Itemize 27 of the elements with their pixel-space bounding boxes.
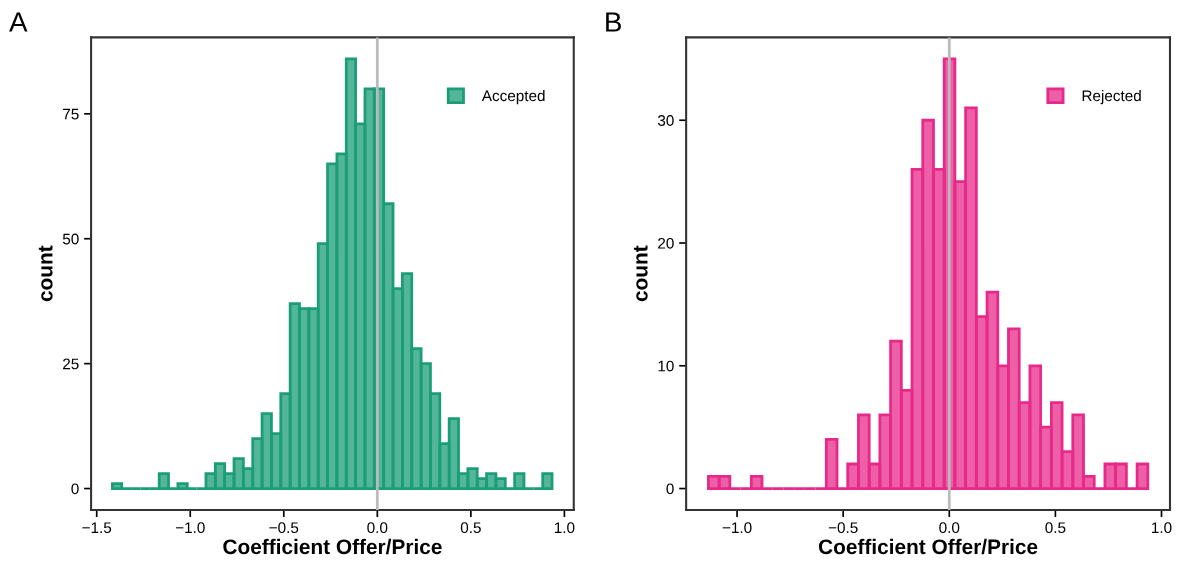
chart-title: A bbox=[9, 12, 28, 32]
y-tick-label: 50 bbox=[62, 233, 79, 245]
y-axis-title: count bbox=[38, 245, 53, 302]
y-axis-title: count bbox=[633, 245, 648, 302]
x-tick-label: 0.0 bbox=[367, 522, 388, 534]
x-tick-label: −1.0 bbox=[175, 522, 205, 534]
chart-title: B bbox=[606, 12, 621, 32]
y-tick-label: 20 bbox=[658, 237, 674, 249]
y-tick-label: 30 bbox=[657, 115, 674, 126]
x-axis-title: Coefficient Offer/Price bbox=[223, 538, 442, 555]
x-tick-label: 0.5 bbox=[1045, 522, 1066, 534]
x-tick-label: −0.5 bbox=[828, 522, 858, 534]
legend-label: Accepted bbox=[481, 89, 545, 105]
y-tick-label: 0 bbox=[71, 483, 79, 495]
x-tick-label: −1.0 bbox=[722, 522, 752, 534]
x-tick-label: −0.5 bbox=[269, 522, 299, 534]
y-tick-label: 0 bbox=[666, 483, 674, 495]
y-tick-label: 10 bbox=[658, 360, 674, 372]
y-tick-label: 75 bbox=[63, 108, 79, 120]
x-axis-title: Coefficient Offer/Price bbox=[818, 538, 1038, 555]
x-tick-label: 0.0 bbox=[939, 522, 960, 534]
legend-label: Rejected bbox=[1082, 89, 1141, 105]
x-tick-label: 0.5 bbox=[460, 522, 481, 534]
x-tick-label: 1.0 bbox=[554, 522, 575, 534]
x-tick-label: 1.0 bbox=[1152, 522, 1172, 534]
y-tick-label: 25 bbox=[63, 358, 79, 370]
x-tick-label: −1.5 bbox=[82, 522, 112, 534]
